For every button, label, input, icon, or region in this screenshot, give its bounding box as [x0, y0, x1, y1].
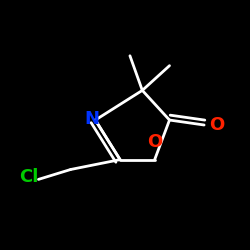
- Text: O: O: [209, 116, 224, 134]
- Text: Cl: Cl: [19, 168, 38, 186]
- Text: N: N: [84, 110, 99, 128]
- Text: O: O: [147, 133, 162, 151]
